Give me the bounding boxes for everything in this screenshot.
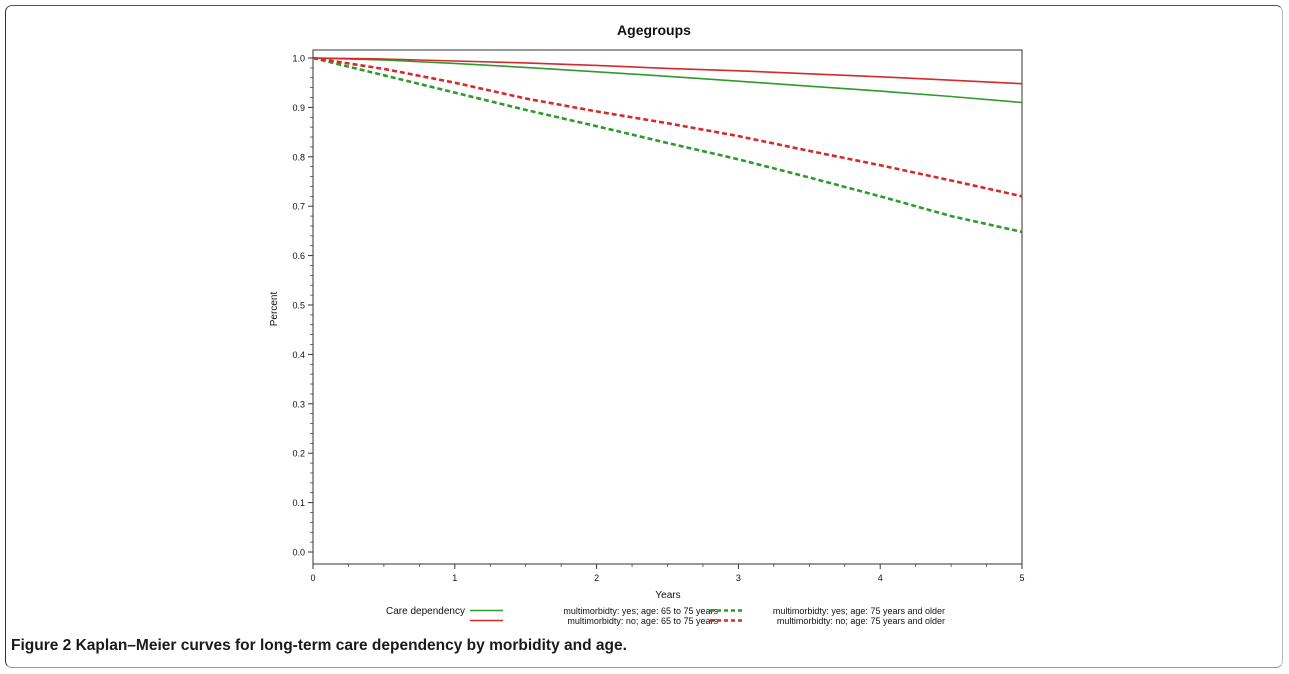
plot-frame [312, 49, 1023, 565]
y-tick-label: 0.9 [292, 103, 305, 113]
x-tick-label: 2 [594, 573, 599, 583]
x-tick-label: 1 [452, 573, 457, 583]
series-line-2 [312, 57, 1023, 85]
chart-title: Agegroups [617, 22, 691, 38]
series-line-1 [312, 57, 1023, 104]
series-line-3 [312, 56, 1023, 234]
y-tick-label: 0.3 [292, 399, 305, 409]
x-tick-label: 3 [736, 573, 741, 583]
figure-frame [5, 5, 1283, 668]
legend-label-3: multimorbidty: yes; age: 75 years and ol… [773, 606, 945, 616]
y-tick-label: 0.7 [292, 202, 305, 212]
legend-label-2: multimorbidty: no; age: 65 to 75 years [567, 616, 718, 626]
axes: 0.0 0.1 0.2 0.3 0.4 0.5 0.6 0.7 0.8 0.9 1.0 0 1 2 3 4 5 [292, 49, 1025, 583]
legend-label-1: multimorbidty: yes; age: 65 to 75 years [563, 606, 718, 616]
x-axis-label: Years [655, 590, 680, 601]
legend-title: Care dependency [386, 606, 465, 617]
y-tick-label: 0.6 [292, 251, 305, 261]
legend-label-4: multimorbidty: no; age: 75 years and old… [777, 616, 945, 626]
series-line-4 [312, 56, 1023, 198]
y-tick-label: 1.0 [292, 54, 305, 64]
figure-caption-text: Kaplan–Meier curves for long-term care d… [75, 637, 627, 654]
y-tick-label: 0.0 [292, 548, 305, 558]
y-axis-label: Percent [269, 292, 280, 327]
y-tick-label: 0.1 [292, 498, 305, 508]
y-tick-label: 0.4 [292, 350, 305, 360]
figure-caption: Figure 2 Kaplan–Meier curves for long-te… [11, 637, 627, 655]
plot-area [312, 56, 1023, 234]
y-tick-label: 0.5 [292, 301, 305, 311]
x-tick-label: 5 [1019, 573, 1024, 583]
x-tick-label: 0 [310, 573, 315, 583]
y-tick-label: 0.2 [292, 449, 305, 459]
figure-number: Figure 2 [11, 637, 72, 654]
legend: Care dependency multimorbidty: yes; age:… [386, 606, 945, 626]
y-tick-label: 0.8 [292, 152, 305, 162]
x-tick-label: 4 [878, 573, 883, 583]
